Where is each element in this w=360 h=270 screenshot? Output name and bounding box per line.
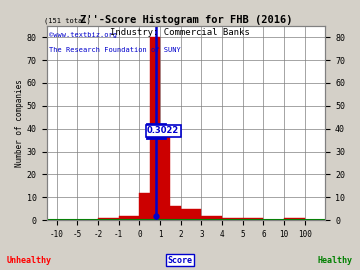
Text: 0.3022: 0.3022 <box>147 126 179 136</box>
Bar <box>139 193 150 220</box>
Text: Industry: Commercial Banks: Industry: Commercial Banks <box>110 28 250 37</box>
Bar <box>170 206 181 220</box>
Text: (151 total): (151 total) <box>44 17 90 24</box>
Bar <box>160 129 170 220</box>
Y-axis label: Number of companies: Number of companies <box>15 79 24 167</box>
Bar <box>201 215 222 220</box>
Bar <box>98 218 119 220</box>
Bar <box>284 218 305 220</box>
Bar <box>181 209 201 220</box>
Bar <box>119 215 139 220</box>
Bar <box>243 218 263 220</box>
Bar <box>222 218 243 220</box>
Text: ©www.textbiz.org: ©www.textbiz.org <box>49 32 117 38</box>
Text: Unhealthy: Unhealthy <box>6 256 51 265</box>
Title: Z''-Score Histogram for FHB (2016): Z''-Score Histogram for FHB (2016) <box>80 15 292 25</box>
Bar <box>150 37 160 220</box>
Text: Healthy: Healthy <box>317 256 352 265</box>
Text: The Research Foundation of SUNY: The Research Foundation of SUNY <box>49 47 181 53</box>
Text: Score: Score <box>167 256 193 265</box>
